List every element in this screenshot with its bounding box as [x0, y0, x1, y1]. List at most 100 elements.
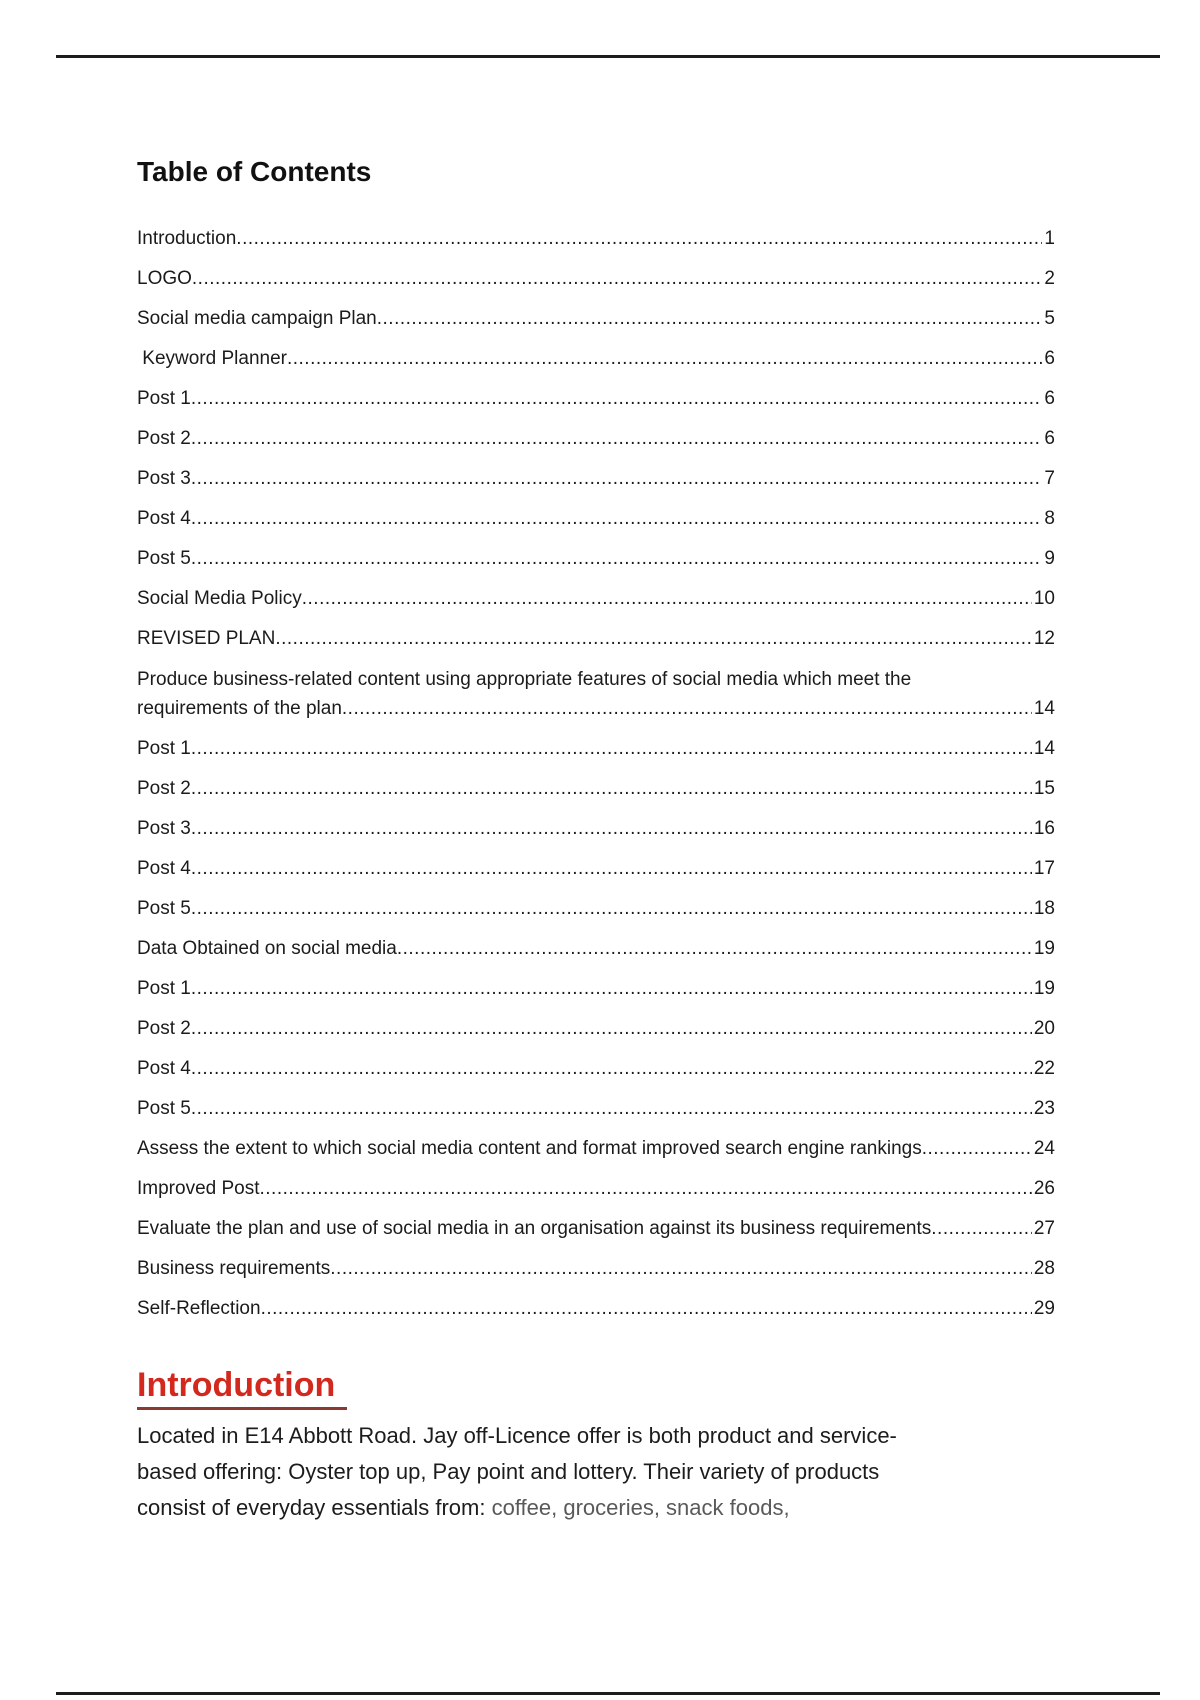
- section-heading-introduction-text: Introduction: [137, 1364, 348, 1410]
- toc-entry-label: Data Obtained on social media: [137, 938, 397, 959]
- toc-entry-row: LOGO 2: [137, 265, 1055, 292]
- toc-leader-dots: [330, 1255, 1032, 1282]
- toc-entry-label: Post 3: [137, 818, 191, 839]
- toc-entry[interactable]: Evaluate the plan and use of social medi…: [137, 1215, 1055, 1242]
- toc-entry-page: 10: [1033, 588, 1055, 609]
- toc-entry-row: Post 3 7: [137, 465, 1055, 492]
- toc-entry-page: 29: [1033, 1298, 1055, 1319]
- toc-entry[interactable]: Produce business-related content using a…: [137, 665, 1055, 722]
- toc-entry-row: Post 1 14: [137, 735, 1055, 762]
- toc-entry-row: Post 4 17: [137, 855, 1055, 882]
- toc-entry-row: Evaluate the plan and use of social medi…: [137, 1215, 1055, 1242]
- toc-entry-row: Post 1 6: [137, 385, 1055, 412]
- toc-leader-dots: [192, 265, 1043, 292]
- toc-leader-dots: [191, 385, 1043, 412]
- toc-entry[interactable]: REVISED PLAN 12: [137, 625, 1055, 652]
- toc-entry-row: Post 2 15: [137, 775, 1055, 802]
- toc-entry[interactable]: Social Media Policy 10: [137, 585, 1055, 612]
- introduction-text-muted: coffee, groceries, snack foods,: [491, 1495, 790, 1520]
- toc-entry-label: Post 1: [137, 978, 191, 999]
- toc-entry-row: Assess the extent to which social media …: [137, 1135, 1055, 1162]
- toc-entry[interactable]: Post 3 7: [137, 465, 1055, 492]
- toc-entry[interactable]: Social media campaign Plan 5: [137, 305, 1055, 332]
- toc-entry-page: 7: [1044, 468, 1055, 489]
- toc-leader-dots: [275, 625, 1032, 652]
- toc-leader-dots: [931, 1215, 1032, 1242]
- toc-entry-page: 14: [1033, 738, 1055, 759]
- toc-entry[interactable]: Post 5 9: [137, 545, 1055, 572]
- toc-entry-page: 19: [1033, 938, 1055, 959]
- toc-entry[interactable]: LOGO 2: [137, 265, 1055, 292]
- toc-entry[interactable]: Business requirements 28: [137, 1255, 1055, 1282]
- toc-entry-row: REVISED PLAN 12: [137, 625, 1055, 652]
- toc-entry-page: 18: [1033, 898, 1055, 919]
- toc-entry-row: Post 1 19: [137, 975, 1055, 1002]
- toc-entry[interactable]: Keyword Planner 6: [137, 345, 1055, 372]
- toc-leader-dots: [191, 855, 1032, 882]
- toc-entry[interactable]: Post 1 14: [137, 735, 1055, 762]
- introduction-paragraph-line: consist of everyday essentials from: cof…: [137, 1490, 1055, 1526]
- toc-leader-dots: [260, 1175, 1032, 1202]
- toc-leader-dots: [191, 425, 1043, 452]
- toc-entry-label: Post 5: [137, 548, 191, 569]
- section-heading-introduction: Introduction: [137, 1364, 1055, 1410]
- toc-leader-dots: [191, 1055, 1032, 1082]
- toc-entry[interactable]: Improved Post 26: [137, 1175, 1055, 1202]
- toc-entry-label: Evaluate the plan and use of social medi…: [137, 1218, 932, 1239]
- toc-entry-label: Keyword Planner: [137, 348, 287, 369]
- introduction-paragraph-line: based offering: Oyster top up, Pay point…: [137, 1454, 1055, 1490]
- toc-leader-dots: [191, 545, 1043, 572]
- toc-entry-label: Social Media Policy: [137, 588, 302, 609]
- toc-leader-dots: [191, 465, 1043, 492]
- toc-entry-label: Post 1: [137, 738, 191, 759]
- toc-entry-row: Post 5 9: [137, 545, 1055, 572]
- toc-entry-row: Data Obtained on social media 19: [137, 935, 1055, 962]
- toc-entry-page: 16: [1033, 818, 1055, 839]
- toc-entry-row: Post 4 8: [137, 505, 1055, 532]
- toc-entry-row: Social media campaign Plan 5: [137, 305, 1055, 332]
- toc-title: Table of Contents: [137, 156, 372, 187]
- toc-entry[interactable]: Post 3 16: [137, 815, 1055, 842]
- introduction-paragraph: Located in E14 Abbott Road. Jay off-Lice…: [137, 1418, 1055, 1526]
- toc-entry-page: 14: [1033, 698, 1055, 719]
- toc-entry[interactable]: Post 2 15: [137, 775, 1055, 802]
- introduction-text: Located in E14 Abbott Road. Jay off-Lice…: [137, 1423, 897, 1448]
- toc-entry-page: 12: [1033, 628, 1055, 649]
- page-border-bottom: [56, 1692, 1160, 1695]
- toc-entry-page: 15: [1033, 778, 1055, 799]
- toc-leader-dots: [191, 895, 1032, 922]
- toc-entry-page: 8: [1044, 508, 1055, 529]
- toc-entry-page: 26: [1033, 1178, 1055, 1199]
- toc-leader-dots: [191, 735, 1032, 762]
- toc-entry-page: 28: [1033, 1258, 1055, 1279]
- toc-entry[interactable]: Post 4 22: [137, 1055, 1055, 1082]
- toc-entry-label: Post 1: [137, 388, 191, 409]
- toc-leader-dots: [342, 695, 1032, 722]
- toc-entry[interactable]: Post 1 6: [137, 385, 1055, 412]
- page-border-top: [56, 55, 1160, 58]
- toc-entry[interactable]: Post 5 18: [137, 895, 1055, 922]
- toc-entry-label: Assess the extent to which social media …: [137, 1138, 922, 1159]
- toc-entry[interactable]: Post 2 6: [137, 425, 1055, 452]
- toc-leader-dots: [191, 505, 1043, 532]
- toc-leader-dots: [397, 935, 1032, 962]
- toc-entry-label: Post 2: [137, 428, 191, 449]
- toc-entry-label: Post 2: [137, 778, 191, 799]
- introduction-text: based offering: Oyster top up, Pay point…: [137, 1459, 880, 1484]
- introduction-paragraph-line: Located in E14 Abbott Road. Jay off-Lice…: [137, 1418, 1055, 1454]
- toc-entry[interactable]: Post 1 19: [137, 975, 1055, 1002]
- toc-entry[interactable]: Self-Reflection 29: [137, 1295, 1055, 1322]
- toc-entry[interactable]: Post 5 23: [137, 1095, 1055, 1122]
- toc-entry[interactable]: Data Obtained on social media 19: [137, 935, 1055, 962]
- toc-entry[interactable]: Introduction 1: [137, 225, 1055, 252]
- toc-entry-row: Post 2 20: [137, 1015, 1055, 1042]
- toc-entry[interactable]: Post 2 20: [137, 1015, 1055, 1042]
- toc-leader-dots: [191, 975, 1032, 1002]
- toc-entry[interactable]: Assess the extent to which social media …: [137, 1135, 1055, 1162]
- table-of-contents: Introduction 1 LOGO 2 Social media campa…: [137, 225, 1055, 1322]
- toc-entry[interactable]: Post 4 17: [137, 855, 1055, 882]
- toc-entry[interactable]: Post 4 8: [137, 505, 1055, 532]
- toc-entry-label: Post 5: [137, 1098, 191, 1119]
- toc-entry-row: Improved Post 26: [137, 1175, 1055, 1202]
